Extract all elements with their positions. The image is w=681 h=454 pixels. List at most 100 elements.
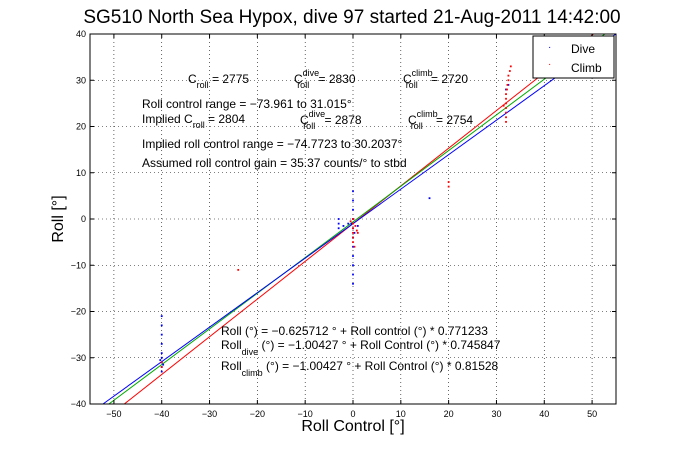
x-ticks: −50 −40 −30 −20 −10 0 10 20 30 40 50	[106, 34, 597, 419]
point-climb	[502, 104, 505, 107]
point-dive	[337, 227, 340, 230]
y-tick-label: −20	[71, 307, 86, 317]
legend-marker-climb: ·	[548, 59, 551, 70]
point-dive	[160, 370, 163, 373]
y-tick-label: 10	[76, 168, 86, 178]
point-climb	[507, 74, 510, 77]
point-dive	[160, 315, 163, 318]
point-climb	[506, 83, 509, 86]
point-dive	[352, 264, 354, 267]
x-tick-label: 30	[491, 409, 501, 419]
point-climb	[352, 222, 354, 225]
point-dive	[160, 352, 163, 355]
annotation-range: Roll control range = −73.961 to 31.015°	[142, 97, 352, 111]
point-climb	[505, 120, 507, 123]
point-climb	[352, 236, 354, 239]
y-tick-label: 30	[76, 75, 86, 85]
point-dive	[160, 333, 163, 336]
point-dive	[160, 324, 163, 327]
x-tick-label: −40	[154, 409, 169, 419]
annotation-eq2: Rolldive (°) = −1.00427 ° + Roll Control…	[221, 338, 501, 357]
x-tick-label: 40	[539, 409, 549, 419]
point-climb	[352, 218, 354, 220]
annotation-implied-dive: Cdive roll = 2878	[300, 109, 362, 131]
point-climb	[447, 181, 450, 183]
point-climb	[237, 268, 240, 271]
point-climb	[509, 65, 512, 68]
point-climb	[447, 185, 450, 188]
annotations: Croll = 2775 Cdive roll = 2830 Cclimb roll…	[142, 68, 501, 378]
annotation-c-climb: Cclimb roll = 2720	[403, 68, 468, 90]
legend-label-climb: Climb	[571, 61, 602, 75]
point-dive	[350, 222, 353, 225]
point-dive	[352, 255, 354, 257]
point-climb	[353, 245, 356, 248]
annotation-implied-climb: Cclimb roll = 2754	[408, 109, 473, 131]
point-climb	[349, 220, 352, 223]
legend-label-dive: Dive	[571, 42, 595, 56]
point-dive	[162, 363, 165, 366]
point-dive	[353, 231, 356, 234]
legend-box	[532, 35, 615, 79]
annotation-gain: Assumed roll control gain = 35.37 counts…	[142, 156, 407, 170]
point-climb	[352, 231, 354, 234]
x-tick-label: 0	[350, 409, 355, 419]
point-dive	[342, 225, 345, 227]
x-axis-label: Roll Control [°]	[301, 418, 404, 435]
point-climb	[505, 97, 507, 100]
point-dive	[505, 88, 507, 91]
point-dive	[428, 197, 431, 200]
point-dive	[356, 225, 359, 227]
legend-marker-dive: ·	[548, 42, 551, 53]
y-axis-label: Roll [°]	[50, 195, 67, 242]
y-tick-label: −30	[71, 353, 86, 363]
y-tick-label: 40	[76, 29, 86, 39]
annotation-c-dive: Cdive roll = 2830	[294, 68, 356, 90]
grid	[90, 33, 616, 405]
point-climb	[160, 366, 163, 368]
point-climb	[160, 361, 163, 364]
x-tick-label: 50	[587, 409, 597, 419]
fit-lines	[102, 33, 617, 405]
x-tick-label: −30	[202, 409, 217, 419]
point-climb	[505, 93, 507, 96]
point-climb	[352, 241, 354, 244]
point-dive	[352, 208, 354, 211]
chart-title: SG510 North Sea Hypox, dive 97 started 2…	[83, 7, 620, 28]
annotation-eq3: Rollclimb (°) = −1.00427 ° + Roll Contro…	[221, 359, 499, 378]
annotation-c-roll: Croll = 2775	[188, 72, 249, 90]
data-points	[159, 65, 512, 373]
point-dive	[352, 199, 354, 202]
point-climb	[352, 227, 354, 230]
y-tick-label: −10	[71, 260, 86, 270]
point-dive	[347, 222, 350, 225]
point-climb	[354, 225, 357, 227]
point-climb	[505, 107, 507, 109]
y-ticks: −40 −30 −20 −10 0 10 20 30 40	[71, 29, 616, 409]
x-tick-label: −20	[250, 409, 265, 419]
point-climb	[505, 102, 507, 105]
point-climb	[506, 88, 508, 91]
point-climb	[505, 116, 507, 119]
point-dive	[160, 342, 163, 345]
annotation-implied-c: Implied Croll = 2804	[142, 112, 245, 130]
y-tick-label: −40	[71, 399, 86, 409]
annotation-eq1: Roll (°) = −0.625712 ° + Roll control (°…	[221, 324, 488, 338]
point-climb	[356, 231, 359, 234]
point-climb	[505, 111, 507, 114]
x-tick-label: 20	[444, 409, 454, 419]
point-dive	[352, 273, 354, 276]
point-dive	[352, 282, 354, 285]
annotation-implied-range: Implied roll control range = −74.7723 to…	[142, 137, 403, 151]
x-tick-label: −50	[106, 409, 121, 419]
fit-line-2	[102, 33, 617, 405]
point-climb	[507, 79, 510, 82]
point-dive	[337, 218, 340, 220]
y-tick-label: 0	[81, 214, 86, 224]
legend: · Dive · Climb	[532, 35, 615, 79]
point-climb	[355, 229, 358, 232]
point-climb	[508, 70, 511, 72]
fit-line-1	[108, 33, 606, 405]
point-dive	[507, 83, 510, 86]
